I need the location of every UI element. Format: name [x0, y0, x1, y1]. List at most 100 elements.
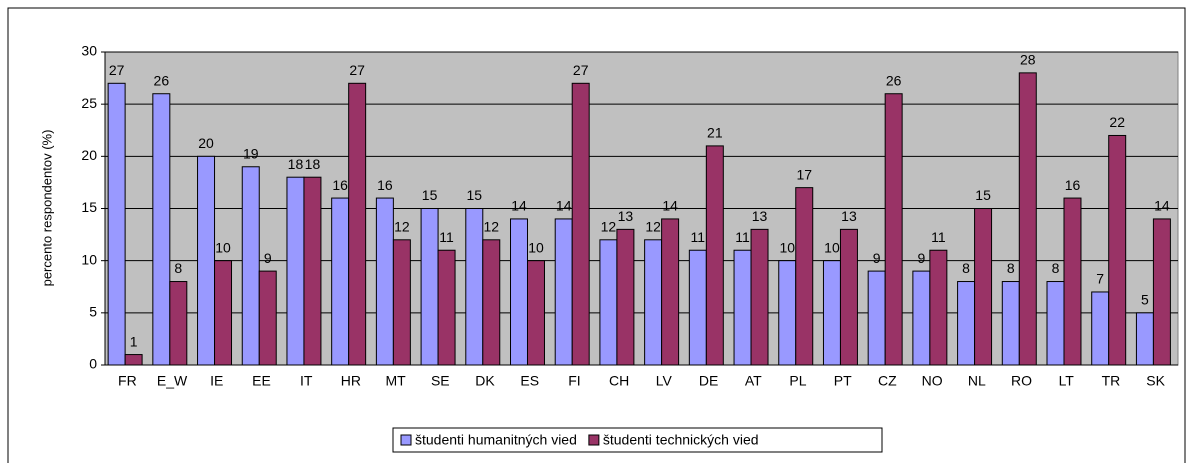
legend-swatch	[400, 434, 412, 446]
x-tick-label: IT	[300, 373, 313, 389]
bar	[303, 176, 322, 366]
data-label: 9	[264, 250, 272, 266]
data-label: 19	[243, 145, 259, 161]
bar	[750, 228, 769, 366]
x-tick-label: LT	[1059, 373, 1075, 389]
data-label: 15	[467, 187, 483, 203]
bar	[1063, 197, 1082, 366]
data-label: 17	[796, 166, 812, 182]
legend-label: študenti technických vied	[603, 432, 759, 448]
data-label: 11	[691, 229, 706, 245]
data-label: 14	[1154, 198, 1170, 214]
bar	[169, 281, 188, 366]
data-label: 13	[618, 208, 634, 224]
bar	[107, 82, 126, 366]
bar	[616, 228, 635, 366]
data-label: 27	[349, 62, 365, 78]
y-axis-label: percento respondentov (%)	[39, 130, 54, 287]
x-tick-label: AT	[745, 373, 762, 389]
x-tick-label: PL	[789, 373, 806, 389]
y-tick-label: 25	[81, 95, 97, 111]
x-tick-label: FI	[568, 373, 580, 389]
data-label: 27	[573, 62, 589, 78]
x-tick-label: LV	[656, 373, 673, 389]
bar	[778, 260, 797, 366]
bar	[1018, 72, 1037, 366]
bar	[465, 208, 484, 366]
bar	[1135, 312, 1154, 366]
x-tick-label: DE	[699, 373, 718, 389]
y-tick-label: 10	[81, 251, 97, 267]
x-tick-label: ES	[520, 373, 539, 389]
data-label: 16	[377, 177, 393, 193]
data-label: 14	[511, 198, 527, 214]
legend-label: študenti humanitných vied	[415, 432, 577, 448]
bar	[152, 93, 171, 366]
data-label: 14	[556, 198, 572, 214]
data-label: 11	[931, 229, 946, 245]
bar	[974, 208, 993, 366]
bar	[286, 176, 305, 366]
bar	[437, 249, 456, 366]
data-label: 7	[1096, 271, 1104, 287]
legend-swatch	[588, 434, 600, 446]
data-label: 27	[109, 62, 125, 78]
x-tick-label: DK	[475, 373, 495, 389]
x-tick-label: FR	[118, 373, 137, 389]
data-label: 15	[422, 187, 438, 203]
bar	[1091, 291, 1110, 366]
y-tick-label: 0	[89, 356, 97, 372]
bar	[929, 249, 948, 366]
data-label: 20	[198, 135, 214, 151]
bar	[258, 270, 277, 366]
data-label: 28	[1020, 52, 1036, 68]
data-label: 18	[305, 156, 321, 172]
data-label: 12	[394, 219, 410, 235]
data-label: 15	[975, 187, 991, 203]
x-tick-label: CZ	[878, 373, 897, 389]
data-label: 21	[707, 125, 723, 141]
bar	[375, 197, 394, 366]
bar	[1108, 134, 1127, 366]
x-tick-label: IE	[210, 373, 223, 389]
data-label: 11	[439, 229, 454, 245]
bar	[482, 239, 501, 366]
bar	[214, 260, 233, 366]
bar	[241, 166, 260, 366]
y-tick-label: 20	[81, 147, 97, 163]
bar	[554, 218, 573, 366]
bar	[526, 260, 545, 366]
data-label: 26	[154, 72, 170, 88]
x-tick-label: NL	[968, 373, 986, 389]
data-label: 10	[779, 239, 795, 255]
bar	[912, 270, 931, 366]
bar	[331, 197, 350, 366]
bar	[688, 249, 707, 366]
x-tick-label: TR	[1102, 373, 1121, 389]
bar	[197, 155, 216, 366]
data-label: 8	[1052, 260, 1060, 276]
bar	[599, 239, 618, 366]
bar	[705, 145, 724, 366]
data-label: 10	[215, 239, 231, 255]
x-tick-label: HR	[341, 373, 361, 389]
data-label: 9	[873, 250, 881, 266]
bar	[124, 354, 143, 366]
x-tick-label: E_W	[157, 373, 188, 389]
data-label: 13	[841, 208, 857, 224]
y-tick-label: 15	[81, 199, 97, 215]
bar	[420, 208, 439, 366]
data-label: 14	[662, 198, 678, 214]
x-tick-label: SE	[431, 373, 450, 389]
data-label: 26	[886, 72, 902, 88]
bar	[510, 218, 528, 366]
bar	[957, 281, 976, 366]
data-label: 8	[962, 260, 970, 276]
data-label: 16	[332, 177, 348, 193]
data-label: 12	[483, 219, 499, 235]
data-label: 9	[917, 250, 925, 266]
bar	[348, 82, 367, 366]
data-label: 16	[1065, 177, 1081, 193]
data-label: 18	[288, 156, 304, 172]
data-label: 10	[528, 239, 544, 255]
